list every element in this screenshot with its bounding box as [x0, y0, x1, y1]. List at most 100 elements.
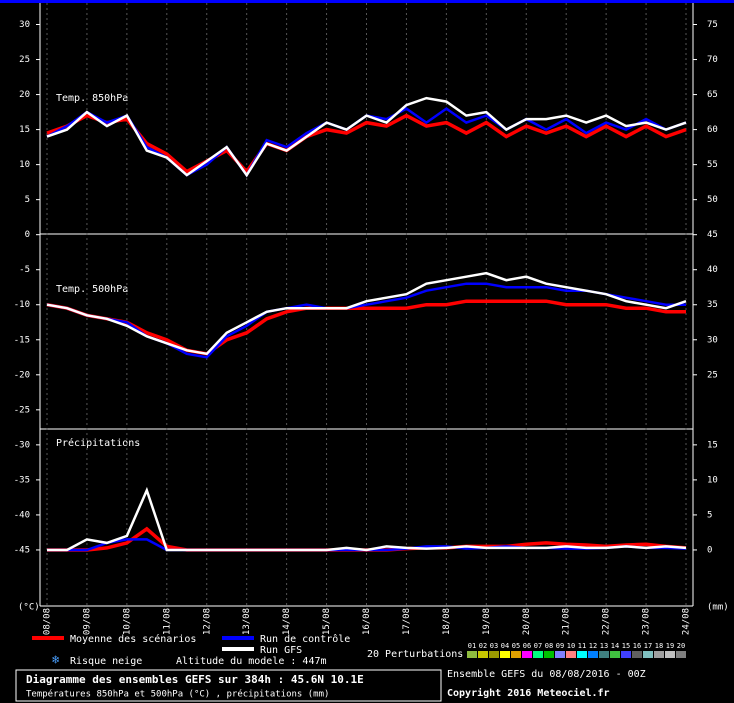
y2-tick-label: 60	[707, 125, 718, 135]
chart-subtitle: Températures 850hPa et 500hPa (°C) , pré…	[26, 689, 329, 700]
x-tick-label: 22/08	[602, 608, 612, 635]
perturbation-label: 17	[644, 642, 652, 650]
perturbation-swatch	[599, 651, 609, 658]
x-tick-label: 09/08	[82, 608, 92, 635]
legend-label: Run GFS	[260, 645, 302, 656]
chart-title: Diagramme des ensembles GEFS sur 384h : …	[26, 673, 364, 686]
x-tick-label: 08/08	[43, 608, 53, 635]
perturbation-swatch	[555, 651, 565, 658]
series-line	[46, 271, 687, 356]
y2-tick-label: 65	[707, 90, 718, 100]
snow-label: Risque neige	[70, 656, 142, 667]
y2-tick-label: 35	[707, 300, 718, 310]
y-tick-label: -15	[14, 335, 30, 345]
perturbation-swatch	[632, 651, 642, 658]
series-line	[47, 486, 687, 552]
y-tick-label: -5	[19, 265, 30, 275]
perturbation-swatch	[610, 651, 620, 658]
perturbation-label: 09	[556, 642, 564, 650]
y-tick-label: -45	[14, 545, 30, 555]
perturbation-swatch	[544, 651, 554, 658]
legend-label: Moyenne des scénarios	[70, 633, 196, 645]
x-tick-label: 19/08	[482, 608, 492, 635]
y-tick-label: -35	[14, 475, 30, 485]
y2-tick-label: 50	[707, 195, 718, 205]
panel-label: Précipitations	[56, 437, 140, 449]
y2-tick-label: 15	[707, 440, 718, 450]
perturbation-label: 05	[512, 642, 520, 650]
perturbation-swatch	[467, 651, 477, 658]
y2-tick-label: 30	[707, 335, 718, 345]
y-tick-label: 30	[19, 20, 30, 30]
perturbation-label: 01	[468, 642, 476, 650]
y-tick-label: -30	[14, 440, 30, 450]
y2-tick-label: 45	[707, 230, 718, 240]
y2-tick-label: 40	[707, 265, 718, 275]
perturbation-swatch	[577, 651, 587, 658]
series-line	[46, 96, 687, 178]
x-tick-label: 13/08	[242, 608, 252, 635]
x-tick-label: 10/08	[122, 608, 132, 635]
perturbation-label: 13	[600, 642, 608, 650]
perturbation-label: 19	[666, 642, 674, 650]
perturbation-swatch	[511, 651, 521, 658]
perturbation-label: 07	[534, 642, 542, 650]
x-tick-label: 12/08	[202, 608, 212, 635]
y2-tick-label: 55	[707, 160, 718, 170]
y-tick-label: 0	[25, 230, 30, 240]
perturbation-swatch	[533, 651, 543, 658]
x-tick-label: 14/08	[282, 608, 292, 635]
y-tick-label: 25	[19, 55, 30, 65]
snow-icon: ❄	[52, 653, 59, 667]
x-tick-label: 18/08	[442, 608, 452, 635]
perturbation-swatch	[588, 651, 598, 658]
perturbation-label: 06	[523, 642, 531, 650]
perturbation-swatch	[500, 651, 510, 658]
top-bar	[0, 0, 734, 3]
y-tick-label: 15	[19, 125, 30, 135]
title-box	[15, 669, 442, 702]
x-tick-label: 23/08	[642, 608, 652, 635]
perturbation-label: 12	[589, 642, 597, 650]
perturbation-swatch	[478, 651, 488, 658]
panel-label: Temp. 850hPa	[56, 93, 128, 104]
x-tick-label: 15/08	[322, 608, 332, 635]
perturbation-swatch	[665, 651, 675, 658]
perturbation-label: 04	[501, 642, 509, 650]
perturbation-label: 10	[567, 642, 575, 650]
series-line	[46, 113, 687, 175]
perturbation-label: 02	[479, 642, 487, 650]
x-tick-label: 11/08	[162, 608, 172, 635]
x-tick-label: 24/08	[682, 608, 692, 635]
x-tick-label: 21/08	[562, 608, 572, 635]
perturbation-swatch	[489, 651, 499, 658]
perturbation-label: 18	[655, 642, 663, 650]
panel-label: Temp. 500hPa	[56, 284, 128, 295]
perturbation-label: 15	[622, 642, 630, 650]
x-tick-label: 16/08	[362, 608, 372, 635]
altitude: Altitude du modele : 447m	[176, 656, 327, 667]
perturbations-label: 20 Perturbations	[367, 649, 463, 660]
y2-tick-label: 25	[707, 370, 718, 380]
y-tick-label: -10	[14, 300, 30, 310]
perturbation-swatch	[654, 651, 664, 658]
y2-label: (mm)	[707, 603, 729, 613]
perturbation-swatch	[566, 651, 576, 658]
perturbation-swatch	[522, 651, 532, 658]
x-tick-label: 17/08	[402, 608, 412, 635]
y-tick-label: 10	[19, 160, 30, 170]
perturbation-label: 14	[611, 642, 619, 650]
y2-tick-label: 10	[707, 475, 718, 485]
perturbation-swatch	[643, 651, 653, 658]
y-tick-label: -20	[14, 370, 30, 380]
y2-tick-label: 70	[707, 55, 718, 65]
perturbation-label: 11	[578, 642, 586, 650]
series-line	[46, 299, 686, 356]
perturbation-label: 20	[677, 642, 685, 650]
copyright: Copyright 2016 Meteociel.fr	[447, 687, 610, 699]
y2-tick-label: 75	[707, 20, 718, 30]
perturbation-label: 08	[545, 642, 553, 650]
y2-tick-label: 0	[707, 545, 712, 555]
